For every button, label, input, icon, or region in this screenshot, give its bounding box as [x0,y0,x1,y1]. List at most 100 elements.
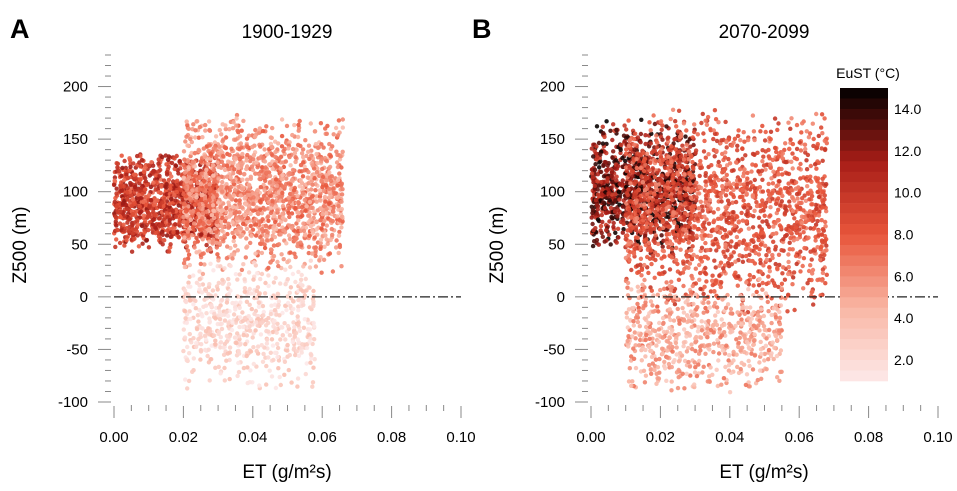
panel-a-point-782 [168,242,172,246]
panel-a-point-3137 [273,308,277,312]
panel-a-point-1025 [146,215,150,219]
panel-a-point-2304 [272,214,276,218]
panel-b-point-1497 [764,130,768,134]
panel-a-point-2735 [208,262,212,266]
panel-a-point-2958 [228,377,232,381]
panel-b-point-591 [609,206,613,210]
panel-a-point-2336 [258,144,262,148]
panel-b-point-703 [601,125,605,129]
panel-b-point-1042 [613,209,617,213]
panel-a-point-2224 [309,206,313,210]
panel-a-point-3065 [219,340,223,344]
panel-a-point-2669 [280,117,284,121]
panel-a-point-2663 [225,185,229,189]
panel-b-point-1441 [628,181,632,185]
panel-a-point-980 [178,159,182,163]
panel-a-point-1094 [147,205,151,209]
panel-a-point-1414 [270,126,274,130]
panel-a-point-3298 [308,340,312,344]
panel-a-point-2212 [309,121,313,125]
panel-a-point-3174 [224,359,228,363]
panel-a-point-1536 [318,247,322,251]
panel-a-point-2364 [336,178,340,182]
panel-a-point-2463 [183,171,187,175]
panel-a-point-2690 [296,123,300,127]
panel-a-point-3024 [236,361,240,365]
panel-a-point-2067 [322,258,326,262]
panel-a-point-2209 [226,200,230,204]
panel-a-point-2600 [230,220,234,224]
panel-a-point-2997 [204,304,208,308]
panel-a-point-2606 [341,150,345,154]
panel-b-point-1026 [591,154,595,158]
panel-a-point-2562 [240,129,244,133]
panel-a-point-2942 [213,316,217,320]
panel-a-point-2964 [269,312,273,316]
panel-a-x-tick-label: 0.02 [169,429,198,446]
panel-a-point-749 [142,231,146,235]
panel-a-point-3274 [301,264,305,268]
panel-a-point-3179 [307,286,311,290]
panel-a-point-1568 [334,245,338,249]
panel-b-points [589,108,829,395]
panel-a-point-3045 [311,304,315,308]
panel-b-point-617 [599,224,603,228]
panel-a-point-3086 [276,366,280,370]
panel-a-point-1032 [136,193,140,197]
panel-a-point-1674 [334,126,338,130]
panel-b-point-927 [601,164,605,168]
panel-b-letter: B [472,14,492,44]
panel-a-point-2075 [229,147,233,151]
panel-a-point-3258 [288,333,292,337]
panel-a-x-tick-label: 0.08 [377,429,406,446]
panel-b-point-1067 [591,175,595,179]
panel-a-point-1058 [158,237,162,241]
panel-a-point-1491 [280,134,284,138]
panel-b-point-1438 [760,219,764,223]
panel-a-point-2345 [232,167,236,171]
panel-b-point-932 [606,210,610,214]
panel-b-point-1319 [792,216,796,220]
panel-a-point-2405 [197,203,201,207]
panel-a-point-2713 [210,344,214,348]
panel-a-point-3150 [185,358,189,362]
panel-a-point-3001 [296,298,300,302]
panel-b-point-630 [601,235,605,239]
panel-b-point-1534 [685,165,689,169]
panel-a-point-2099 [199,193,203,197]
panel-a-point-2268 [303,233,307,237]
panel-b-point-1346 [672,221,676,225]
panel-a-point-2163 [228,161,232,165]
panel-a-point-3053 [237,351,241,355]
panel-a-point-1000 [175,154,179,158]
panel-a-point-3056 [286,277,290,281]
panel-a-point-2438 [256,131,260,135]
panel-a-point-1859 [341,117,345,121]
panel-a-point-2259 [259,200,263,204]
panel-a-point-2004 [329,154,333,158]
panel-b-point-1575 [674,246,678,250]
panel-a-point-2648 [203,189,207,193]
panel-a-point-2666 [196,212,200,216]
panel-a-point-3218 [220,313,224,317]
panel-a-point-1956 [212,168,216,172]
panel-a-point-2283 [291,168,295,172]
panel-a-point-588 [157,157,161,161]
panel-b-point-917 [619,148,623,152]
panel-a-point-2217 [215,245,219,249]
panel-a-point-2898 [260,272,264,276]
panel-a-point-2517 [263,188,267,192]
panel-a-point-2508 [273,162,277,166]
panel-a-point-918 [169,197,173,201]
panel-a-point-2529 [218,145,222,149]
panel-b-point-1052 [673,119,677,123]
panel-a-point-2514 [270,145,274,149]
panel-a-point-2507 [246,208,250,212]
panel-b-point-1583 [737,219,741,223]
panel-a-point-993 [175,179,179,183]
panel-b-point-1206 [629,268,633,272]
panel-a-point-774 [165,172,169,176]
panel-a-point-2858 [290,311,294,315]
panel-a-point-1073 [132,173,136,177]
